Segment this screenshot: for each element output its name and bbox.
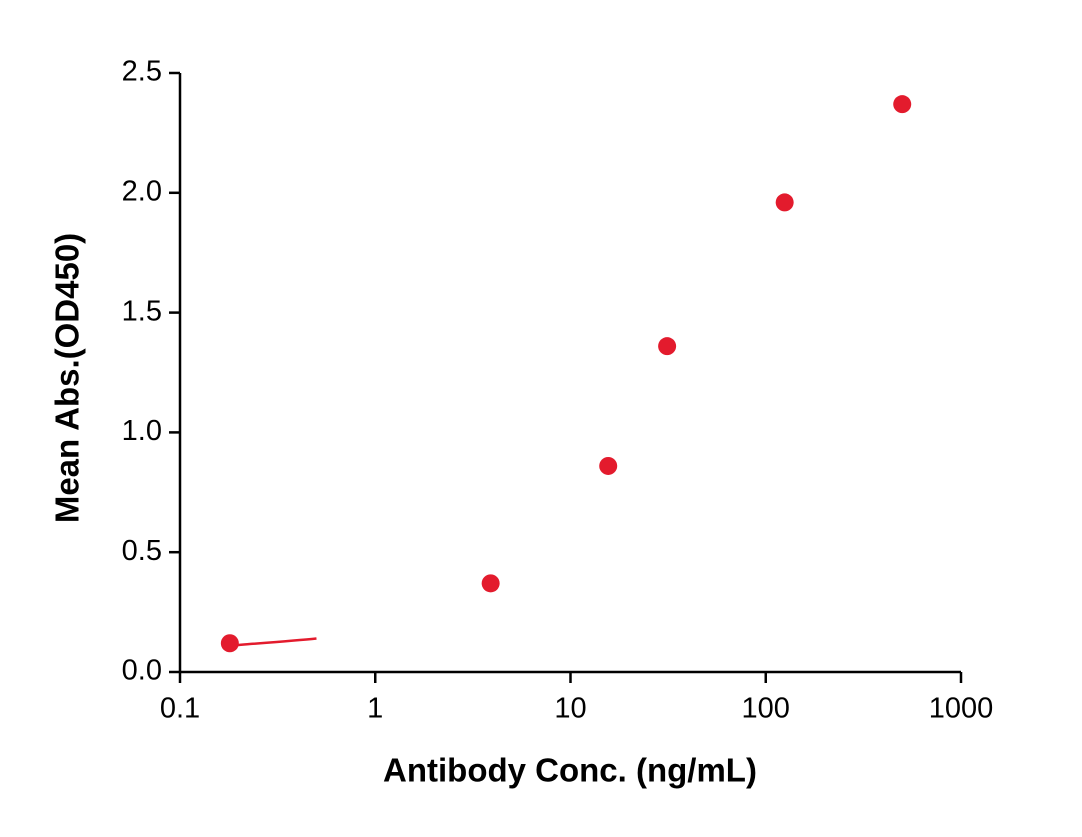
x-tick-label: 100	[742, 693, 790, 725]
data-point	[481, 574, 500, 593]
x-tick-label: 0.1	[160, 693, 200, 725]
y-tick-label: 2.0	[122, 175, 162, 207]
x-tick-label: 1	[367, 693, 383, 725]
y-tick-label: 0.0	[122, 655, 162, 687]
x-axis-title: Antibody Conc. (ng/mL)	[383, 752, 757, 789]
y-axis-title: Mean Abs.(OD450)	[49, 233, 86, 523]
y-tick-label: 1.5	[122, 295, 162, 327]
y-tick-label: 0.5	[122, 535, 162, 567]
y-tick-label: 2.5	[122, 56, 162, 88]
data-point	[893, 95, 912, 114]
data-point	[658, 337, 677, 356]
data-point	[599, 456, 618, 475]
fit-curve	[229, 637, 317, 647]
data-point	[220, 634, 239, 653]
x-tick-label: 1000	[929, 693, 994, 725]
data-point	[775, 193, 794, 212]
x-tick-label: 10	[554, 693, 586, 725]
y-tick-label: 1.0	[122, 415, 162, 447]
